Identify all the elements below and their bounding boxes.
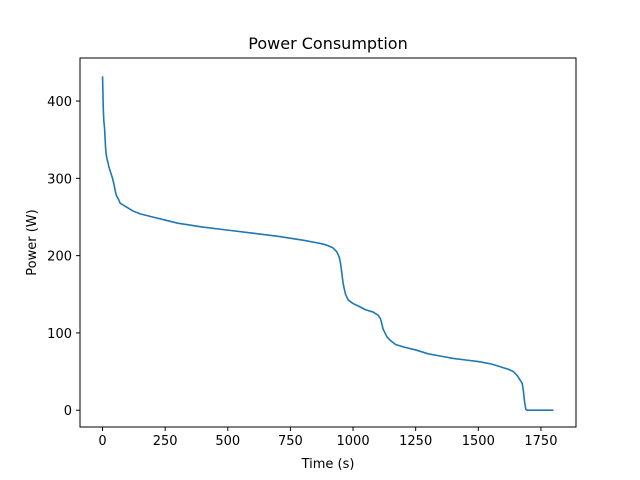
axis-ticks: 0 250 500 750 1000 1250 1500 1750 0 100 200 300 400 bbox=[47, 95, 557, 449]
y-tick-label: 200 bbox=[47, 250, 72, 265]
y-tick-label: 300 bbox=[47, 172, 72, 187]
x-tick-label: 1500 bbox=[462, 434, 495, 449]
x-tick-label: 1750 bbox=[524, 434, 557, 449]
x-tick-label: 1250 bbox=[399, 434, 432, 449]
y-tick-label: 400 bbox=[47, 95, 72, 110]
x-tick-label: 750 bbox=[278, 434, 303, 449]
y-axis-label: Power (W) bbox=[25, 209, 40, 275]
plot-area-frame bbox=[79, 57, 577, 428]
y-tick-label: 0 bbox=[64, 404, 72, 419]
x-axis-label: Time (s) bbox=[301, 457, 355, 472]
x-tick-label: 250 bbox=[153, 434, 178, 449]
data-series-layer bbox=[101, 76, 554, 412]
power-series-line bbox=[101, 76, 554, 412]
x-tick-label: 1000 bbox=[337, 434, 370, 449]
x-tick-label: 0 bbox=[98, 434, 106, 449]
x-tick-label: 500 bbox=[215, 434, 240, 449]
chart-title: Power Consumption bbox=[248, 34, 407, 53]
y-tick-label: 100 bbox=[47, 327, 72, 342]
